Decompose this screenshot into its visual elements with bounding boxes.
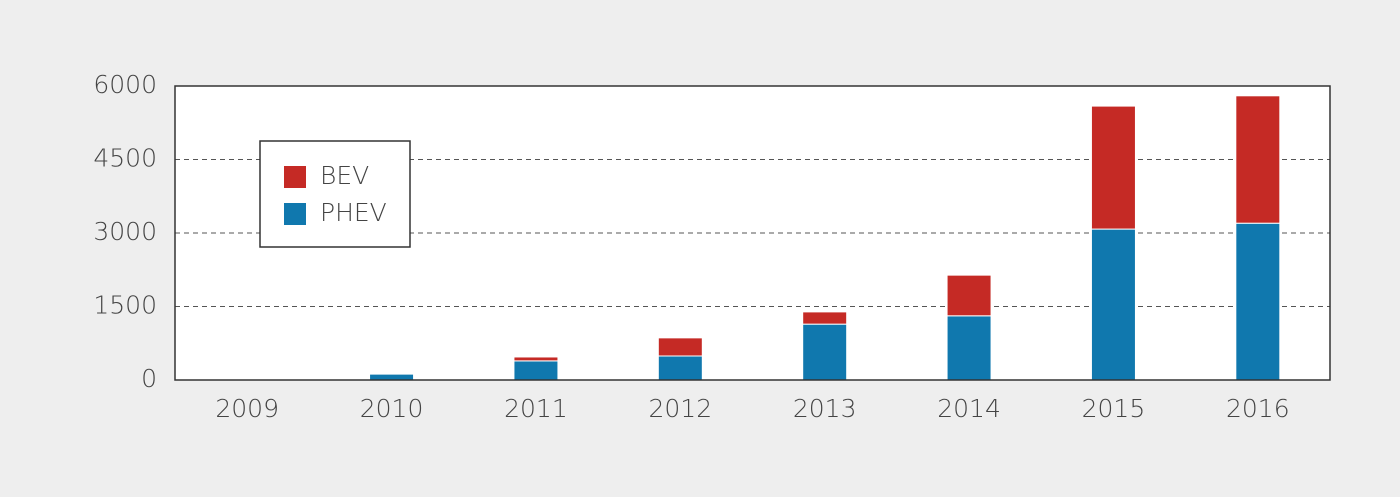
x-tick-label: 2012: [649, 394, 713, 423]
bar-segment: [657, 337, 703, 357]
x-tick-label: 2011: [504, 394, 568, 423]
plot-frame: [174, 85, 1331, 381]
y-tick-label: 0: [141, 364, 157, 393]
legend-label: BEV: [320, 161, 369, 190]
bar-segment: [513, 356, 559, 362]
bar-segment: [1090, 105, 1136, 230]
y-tick-label: 1500: [93, 291, 157, 320]
bar-segment: [513, 360, 559, 381]
legend-label: PHEV: [320, 198, 387, 227]
x-tick-label: 2016: [1226, 394, 1290, 423]
bar-segment: [1235, 222, 1281, 381]
x-tick-label: 2009: [215, 394, 279, 423]
bar-segment: [802, 323, 848, 381]
bar-segment: [946, 315, 992, 381]
y-tick-label: 3000: [93, 217, 157, 246]
x-tick-label: 2014: [937, 394, 1001, 423]
x-tick-label: 2013: [793, 394, 857, 423]
x-tick-label: 2015: [1082, 394, 1146, 423]
legend-swatch: [284, 203, 306, 225]
y-tick-label: 6000: [93, 70, 157, 99]
y-tick-label: 4500: [93, 144, 157, 173]
legend-swatch: [284, 166, 306, 188]
bar-segment: [946, 274, 992, 317]
bar-segment: [1235, 95, 1281, 224]
x-tick-label: 2010: [360, 394, 424, 423]
bar-segment: [1090, 228, 1136, 381]
bar-segment: [802, 311, 848, 325]
bar-segment: [657, 355, 703, 381]
legend-box: [259, 140, 411, 248]
bar-segment: [369, 373, 415, 381]
